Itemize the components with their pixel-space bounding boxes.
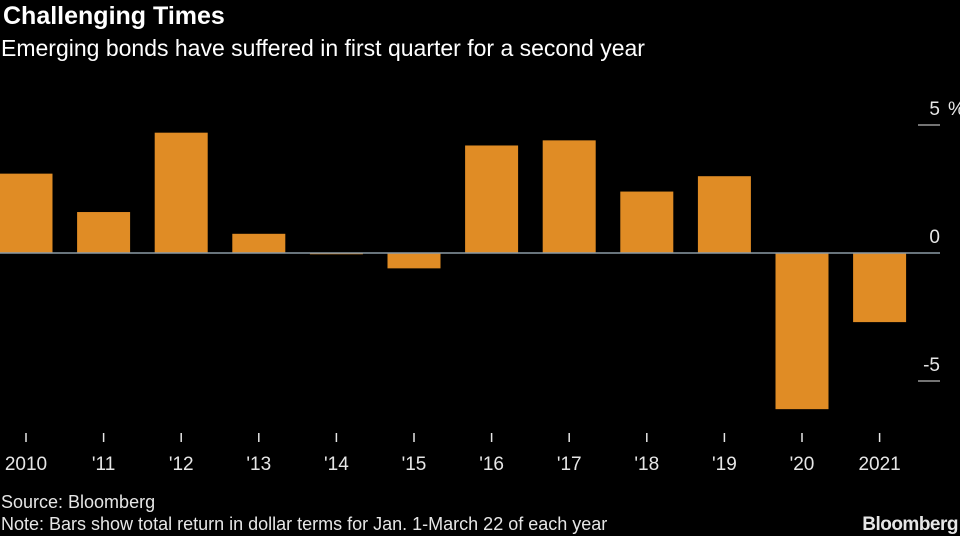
x-tick-label-7: '17	[557, 454, 582, 475]
bar-10	[775, 253, 829, 410]
x-tick-label-11: 2021	[858, 454, 900, 475]
y-unit-label: %	[948, 99, 960, 120]
bar-7	[542, 140, 596, 253]
x-tick-label-10: '20	[790, 454, 815, 475]
bar-0	[0, 173, 53, 253]
bar-6	[465, 145, 519, 253]
x-tick-label-0: 2010	[5, 454, 47, 475]
bar-chart: 5 0 -5% 2010 '11 '12 '13 '14 '15 '16 '17 '18 '19 '20 2…	[0, 99, 960, 475]
chart-title: Challenging Times	[3, 2, 225, 30]
source-note: Source: Bloomberg	[1, 492, 156, 512]
y-tick-label-2: -5	[923, 355, 940, 376]
x-tick-label-5: '15	[402, 454, 427, 475]
x-tick-label-2: '12	[169, 454, 194, 475]
bar-9	[697, 176, 751, 253]
bloomberg-logo: Bloomberg	[862, 514, 958, 535]
x-tick-label-9: '19	[712, 454, 737, 475]
bar-11	[853, 253, 907, 323]
x-tick-label-6: '16	[479, 454, 504, 475]
bar-8	[620, 191, 674, 253]
x-tick-label-3: '13	[246, 454, 271, 475]
bar-1	[77, 212, 131, 253]
x-tick-label-1: '11	[92, 454, 115, 475]
bar-5	[387, 253, 441, 269]
bar-3	[232, 233, 286, 253]
y-tick-label-1: 0	[929, 227, 940, 248]
chart-subtitle: Emerging bonds have suffered in first qu…	[1, 35, 645, 61]
y-tick-label-0: 5	[929, 99, 940, 120]
footnote: Note: Bars show total return in dollar t…	[1, 514, 608, 534]
x-tick-label-4: '14	[324, 454, 349, 475]
x-tick-label-8: '18	[634, 454, 659, 475]
bar-2	[154, 132, 208, 253]
